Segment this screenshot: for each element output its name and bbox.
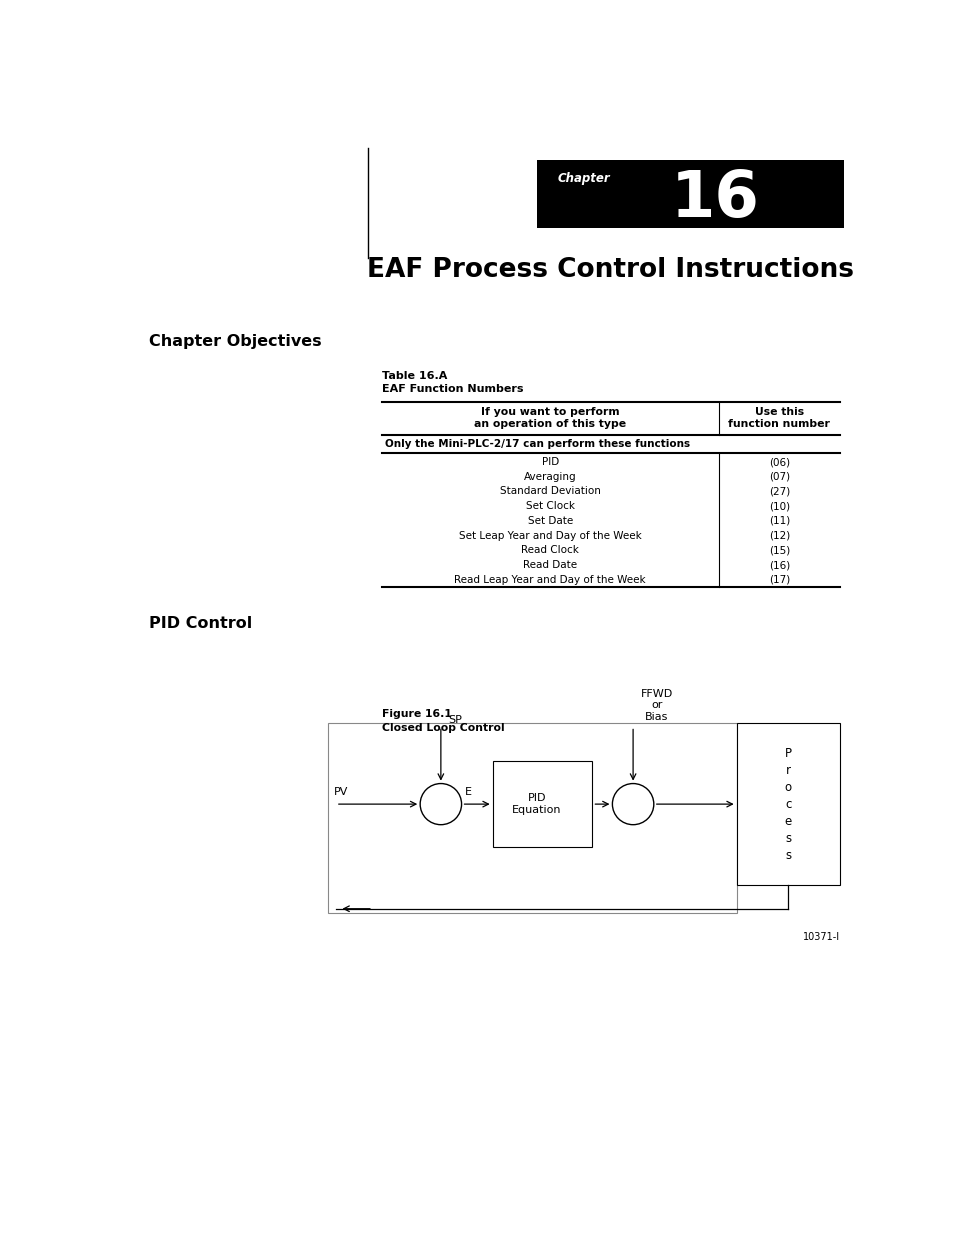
Text: (17): (17): [768, 576, 789, 585]
Text: (16): (16): [768, 561, 789, 571]
Text: Only the Mini-PLC-2/17 can perform these functions: Only the Mini-PLC-2/17 can perform these…: [384, 438, 689, 450]
Bar: [537, 159, 842, 228]
Text: PID: PID: [541, 457, 558, 467]
Text: (07): (07): [768, 472, 789, 482]
Text: E: E: [465, 787, 472, 797]
Text: PV: PV: [334, 787, 348, 797]
Text: PID
Equation: PID Equation: [512, 793, 561, 815]
Text: Set Clock: Set Clock: [525, 501, 574, 511]
Bar: [328, 724, 736, 914]
Text: (27): (27): [768, 487, 789, 496]
Text: (11): (11): [768, 516, 789, 526]
Text: Chapter: Chapter: [558, 173, 610, 185]
Text: Read Date: Read Date: [522, 561, 577, 571]
Text: Closed Loop Control: Closed Loop Control: [381, 722, 504, 734]
Text: PID Control: PID Control: [149, 616, 252, 631]
Text: Table 16.A: Table 16.A: [381, 372, 447, 382]
Text: Figure 16.1: Figure 16.1: [381, 709, 451, 719]
Text: If you want to perform
an operation of this type: If you want to perform an operation of t…: [474, 408, 625, 429]
Text: (10): (10): [768, 501, 789, 511]
Text: 16: 16: [670, 168, 759, 230]
Bar: [492, 761, 592, 847]
Text: Chapter Objectives: Chapter Objectives: [149, 333, 321, 348]
Text: FFWD
or
Bias: FFWD or Bias: [639, 689, 672, 721]
Text: EAF Function Numbers: EAF Function Numbers: [381, 384, 522, 394]
Text: P
r
o
c
e
s
s: P r o c e s s: [784, 747, 791, 862]
Text: (06): (06): [768, 457, 789, 467]
Text: Standard Deviation: Standard Deviation: [499, 487, 600, 496]
Text: Set Date: Set Date: [527, 516, 572, 526]
Text: SP: SP: [448, 715, 461, 725]
Text: EAF Process Control Instructions: EAF Process Control Instructions: [367, 257, 854, 283]
Text: Read Clock: Read Clock: [520, 546, 578, 556]
Text: (15): (15): [768, 546, 789, 556]
Text: Read Leap Year and Day of the Week: Read Leap Year and Day of the Week: [454, 576, 645, 585]
Text: Use this
function number: Use this function number: [728, 408, 829, 429]
Text: (12): (12): [768, 531, 789, 541]
Bar: [736, 724, 840, 885]
Text: 10371-I: 10371-I: [802, 932, 840, 942]
Text: Averaging: Averaging: [523, 472, 576, 482]
Text: Set Leap Year and Day of the Week: Set Leap Year and Day of the Week: [458, 531, 640, 541]
